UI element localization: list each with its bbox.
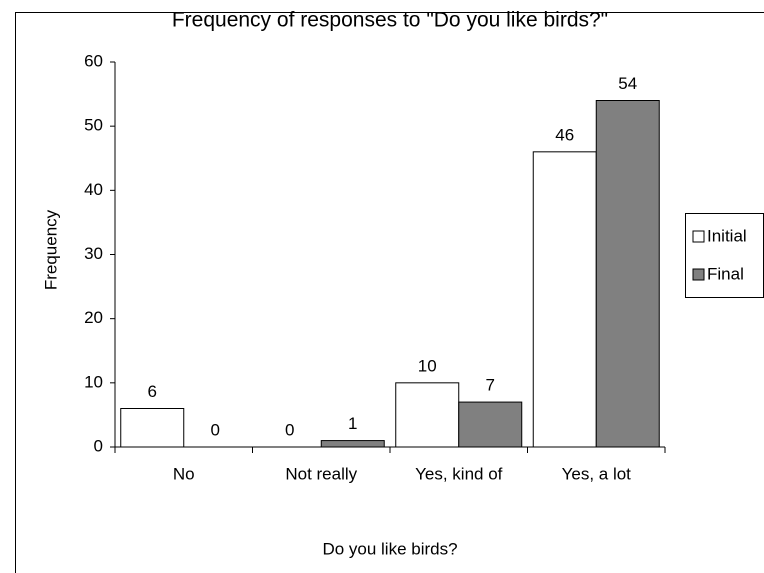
value-label: 54 xyxy=(618,74,637,93)
x-tick-label: No xyxy=(173,464,195,483)
bar xyxy=(532,151,597,448)
bar xyxy=(395,382,460,448)
x-axis-title: Do you like birds? xyxy=(322,539,457,558)
value-label: 46 xyxy=(555,125,574,144)
value-label: 0 xyxy=(211,420,220,439)
y-tick-label: 10 xyxy=(84,372,103,391)
bar xyxy=(120,408,185,448)
legend-swatch xyxy=(692,268,705,281)
x-tick-label: Yes, a lot xyxy=(562,464,632,483)
y-tick-label: 0 xyxy=(94,436,103,455)
y-tick-label: 60 xyxy=(84,51,103,70)
bar xyxy=(320,440,385,448)
x-tick-label: Yes, kind of xyxy=(415,464,503,483)
y-axis-title: Frequency xyxy=(41,209,60,290)
chart-title: Frequency of responses to "Do you like b… xyxy=(172,9,608,32)
value-label: 10 xyxy=(418,356,437,375)
legend-swatch xyxy=(692,230,705,243)
chart-border xyxy=(15,12,764,573)
y-tick-label: 40 xyxy=(84,180,103,199)
legend-label: Final xyxy=(707,264,744,283)
y-tick-label: 20 xyxy=(84,308,103,327)
bar xyxy=(595,100,660,448)
bar xyxy=(458,401,523,448)
x-tick-label: Not really xyxy=(285,464,357,483)
y-tick-label: 50 xyxy=(84,116,103,135)
legend-label: Initial xyxy=(707,226,747,245)
value-label: 1 xyxy=(348,414,357,433)
value-label: 0 xyxy=(285,420,294,439)
y-tick-label: 30 xyxy=(84,244,103,263)
value-label: 7 xyxy=(486,376,495,395)
value-label: 6 xyxy=(148,382,157,401)
